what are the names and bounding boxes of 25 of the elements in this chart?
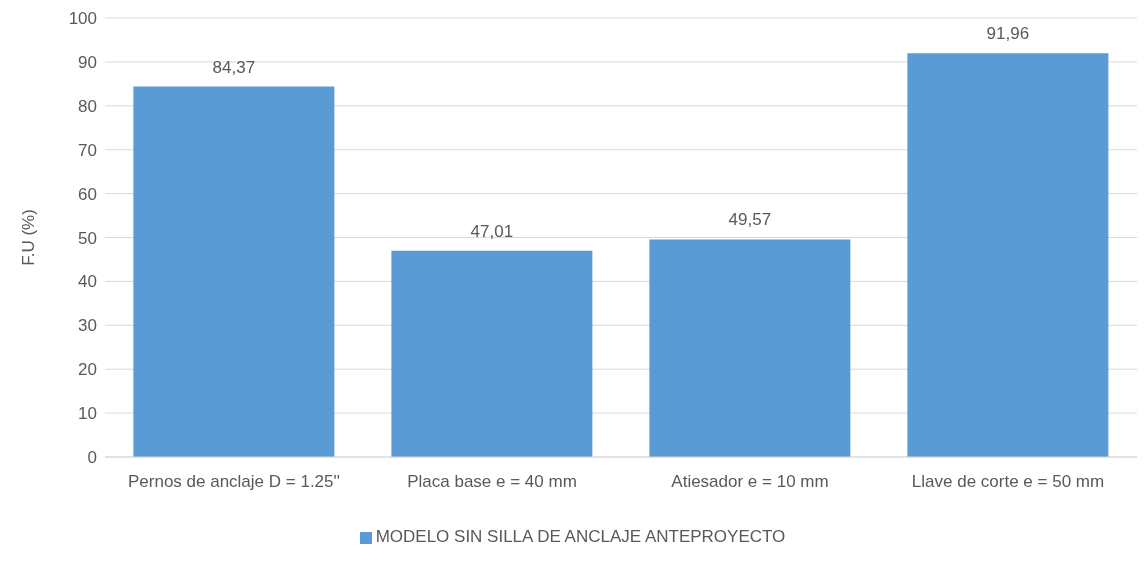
y-tick-label: 70: [78, 140, 97, 160]
x-tick-label: Pernos de anclaje D = 1.25'': [127, 472, 341, 492]
data-label: 49,57: [728, 210, 772, 230]
y-tick-label: 50: [78, 228, 97, 248]
bar: [649, 239, 851, 457]
data-label: 91,96: [986, 24, 1030, 44]
y-tick-label: 40: [78, 272, 97, 292]
x-tick-label: Llave de corte e = 50 mm: [911, 472, 1105, 492]
bar: [907, 53, 1109, 457]
y-tick-label: 80: [78, 96, 97, 116]
y-tick-label: 60: [78, 184, 97, 204]
legend-label: MODELO SIN SILLA DE ANCLAJE ANTEPROYECTO: [375, 527, 786, 546]
y-tick-label: 0: [87, 448, 97, 468]
bar: [133, 86, 335, 457]
y-tick-label: 20: [78, 360, 97, 380]
y-tick-label: 90: [78, 52, 97, 72]
y-axis-title: F.U (%): [19, 209, 39, 266]
y-tick-label: 10: [78, 404, 97, 424]
x-tick-label: Placa base e = 40 mm: [407, 472, 577, 492]
data-label: 84,37: [212, 57, 256, 77]
y-tick-label: 30: [78, 316, 97, 336]
y-tick-label: 100: [68, 9, 97, 29]
x-tick-label: Atiesador e = 10 mm: [671, 472, 829, 492]
bar: [391, 250, 593, 457]
data-label: 47,01: [470, 221, 514, 241]
